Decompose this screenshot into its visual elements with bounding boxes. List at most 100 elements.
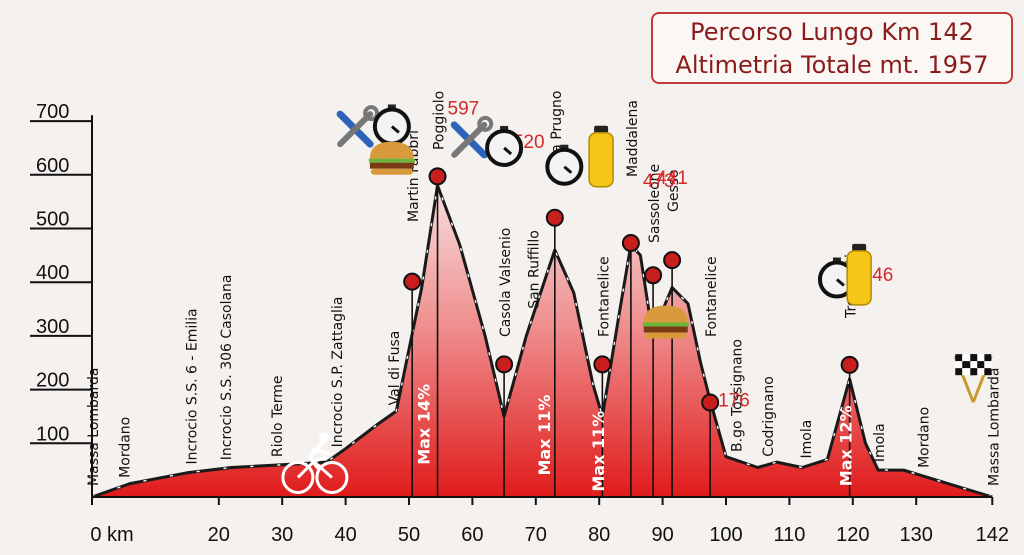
wrench-head bbox=[363, 105, 380, 122]
x-tick-label: 0 km bbox=[90, 524, 133, 546]
profile-fill bbox=[92, 185, 993, 497]
profile-area bbox=[91, 184, 993, 499]
stopwatch-crown bbox=[832, 257, 841, 263]
bike-wheel-front bbox=[315, 460, 349, 494]
altitude-label: 473 bbox=[643, 171, 675, 192]
chart-title: Percorso Lungo Km 142 bbox=[690, 18, 974, 46]
stopwatch-hand bbox=[390, 125, 400, 134]
location-label: Maddalena bbox=[625, 100, 641, 177]
y-tick-label: 500 bbox=[36, 209, 69, 231]
rider-head bbox=[318, 432, 329, 443]
flag-square bbox=[955, 361, 963, 369]
flag-square bbox=[963, 361, 971, 369]
altitude-label: 176 bbox=[718, 390, 750, 411]
marker-dot bbox=[495, 355, 514, 374]
rider-body bbox=[307, 441, 330, 470]
location-label: Casola Valsenio bbox=[498, 228, 514, 337]
location-label: Incrocio S.P. Zattaglia bbox=[330, 297, 346, 448]
gradient-label: Max 14% bbox=[415, 384, 434, 465]
marker-dot bbox=[403, 272, 422, 291]
location-label: San Ruffillo bbox=[527, 230, 543, 309]
tools-icon bbox=[336, 105, 380, 148]
location-label: Incrocio S.S. 306 Casolana bbox=[219, 274, 235, 460]
y-tick-label: 600 bbox=[36, 155, 69, 177]
stopwatch-face bbox=[485, 128, 524, 167]
y-axis: 100 200 300 400 500 600 700 bbox=[30, 101, 93, 497]
marker-dot bbox=[621, 233, 640, 252]
gradient-label: Max 12% bbox=[836, 405, 855, 486]
stopwatch-crown bbox=[560, 144, 569, 150]
profile-outline bbox=[91, 184, 993, 499]
x-tick-label: 50 bbox=[398, 524, 420, 546]
bottle-body bbox=[588, 131, 614, 188]
stopwatch-icon bbox=[485, 125, 524, 167]
location-label: Imola bbox=[799, 420, 815, 459]
flag-square bbox=[955, 354, 963, 362]
location-label: Fontanelice bbox=[704, 256, 720, 337]
wrench-head bbox=[477, 115, 494, 132]
icons bbox=[281, 104, 993, 494]
bun-bottom bbox=[370, 168, 413, 175]
x-tick-label: 110 bbox=[773, 524, 805, 546]
gradient-labels: Max 14% Max 11% Max 11% Max 12% bbox=[415, 384, 856, 492]
lettuce bbox=[368, 158, 415, 163]
flag-square bbox=[955, 368, 963, 376]
altitude-label: 441 bbox=[656, 168, 688, 189]
location-label: Mordano bbox=[118, 417, 134, 478]
flag-square bbox=[977, 368, 985, 376]
marker-dot bbox=[840, 355, 859, 374]
food-icon bbox=[642, 305, 689, 339]
location-label: Massa Lombarda bbox=[986, 368, 1002, 486]
patty bbox=[643, 326, 688, 333]
stopwatch-hand bbox=[563, 165, 573, 174]
cyclist-icon bbox=[281, 432, 349, 494]
marker-dot bbox=[593, 355, 612, 374]
stopwatch-hand bbox=[503, 146, 513, 156]
chart-subtitle: Altimetria Totale mt. 1957 bbox=[675, 51, 989, 79]
location-label: Mordano bbox=[917, 407, 933, 468]
stopwatch-hand bbox=[835, 278, 845, 287]
x-tick-label: 130 bbox=[900, 524, 933, 546]
flag-square bbox=[984, 354, 992, 362]
location-labels: Massa Lombarda Mordano Incrocio S.S. 6 - E… bbox=[86, 91, 1002, 486]
gradient-label: Max 11% bbox=[589, 411, 608, 492]
flag-square bbox=[970, 361, 978, 369]
marker-dot bbox=[663, 251, 682, 270]
water-bottle-icon bbox=[846, 243, 872, 306]
location-label: Imola bbox=[872, 423, 888, 462]
bottle-body bbox=[846, 250, 872, 306]
marker-dot bbox=[428, 167, 447, 186]
stopwatch-crown bbox=[387, 104, 396, 110]
stopwatch-icon bbox=[372, 104, 411, 146]
y-tick-label: 700 bbox=[36, 101, 69, 123]
water-bottle-icon bbox=[588, 125, 614, 188]
flag-square bbox=[970, 368, 978, 376]
x-tick-label: 80 bbox=[588, 524, 610, 546]
location-label: Codrignano bbox=[761, 376, 777, 457]
flag-square bbox=[977, 354, 985, 362]
lettuce bbox=[642, 322, 689, 327]
location-label: Incrocio S.S. 6 - Emilia bbox=[184, 308, 200, 464]
gradient-label: Max 11% bbox=[535, 395, 554, 476]
flag-square bbox=[970, 354, 978, 362]
bottle-cap bbox=[852, 243, 867, 252]
altitude-label: 597 bbox=[448, 98, 480, 119]
marker-dot bbox=[701, 393, 720, 412]
checkered-flag-icon bbox=[953, 354, 993, 403]
location-label: B.go Tossignano bbox=[730, 339, 746, 452]
x-tick-label: 60 bbox=[461, 524, 483, 546]
bun-bottom bbox=[644, 332, 687, 339]
x-tick-label: 20 bbox=[208, 524, 230, 546]
location-label: Martin Fabbri bbox=[406, 130, 422, 222]
stopwatch-crown bbox=[500, 125, 509, 131]
bike-wheel-rear bbox=[281, 460, 315, 494]
location-label: Fontanelice bbox=[596, 256, 612, 337]
y-tick-label: 300 bbox=[36, 316, 69, 338]
location-label: Val di Fusa bbox=[387, 331, 403, 406]
wrench bbox=[337, 111, 374, 148]
location-label: Massa Lombarda bbox=[86, 368, 102, 486]
flag-left bbox=[963, 354, 993, 403]
stopwatch-icon bbox=[545, 144, 584, 186]
flag-square bbox=[984, 368, 992, 376]
